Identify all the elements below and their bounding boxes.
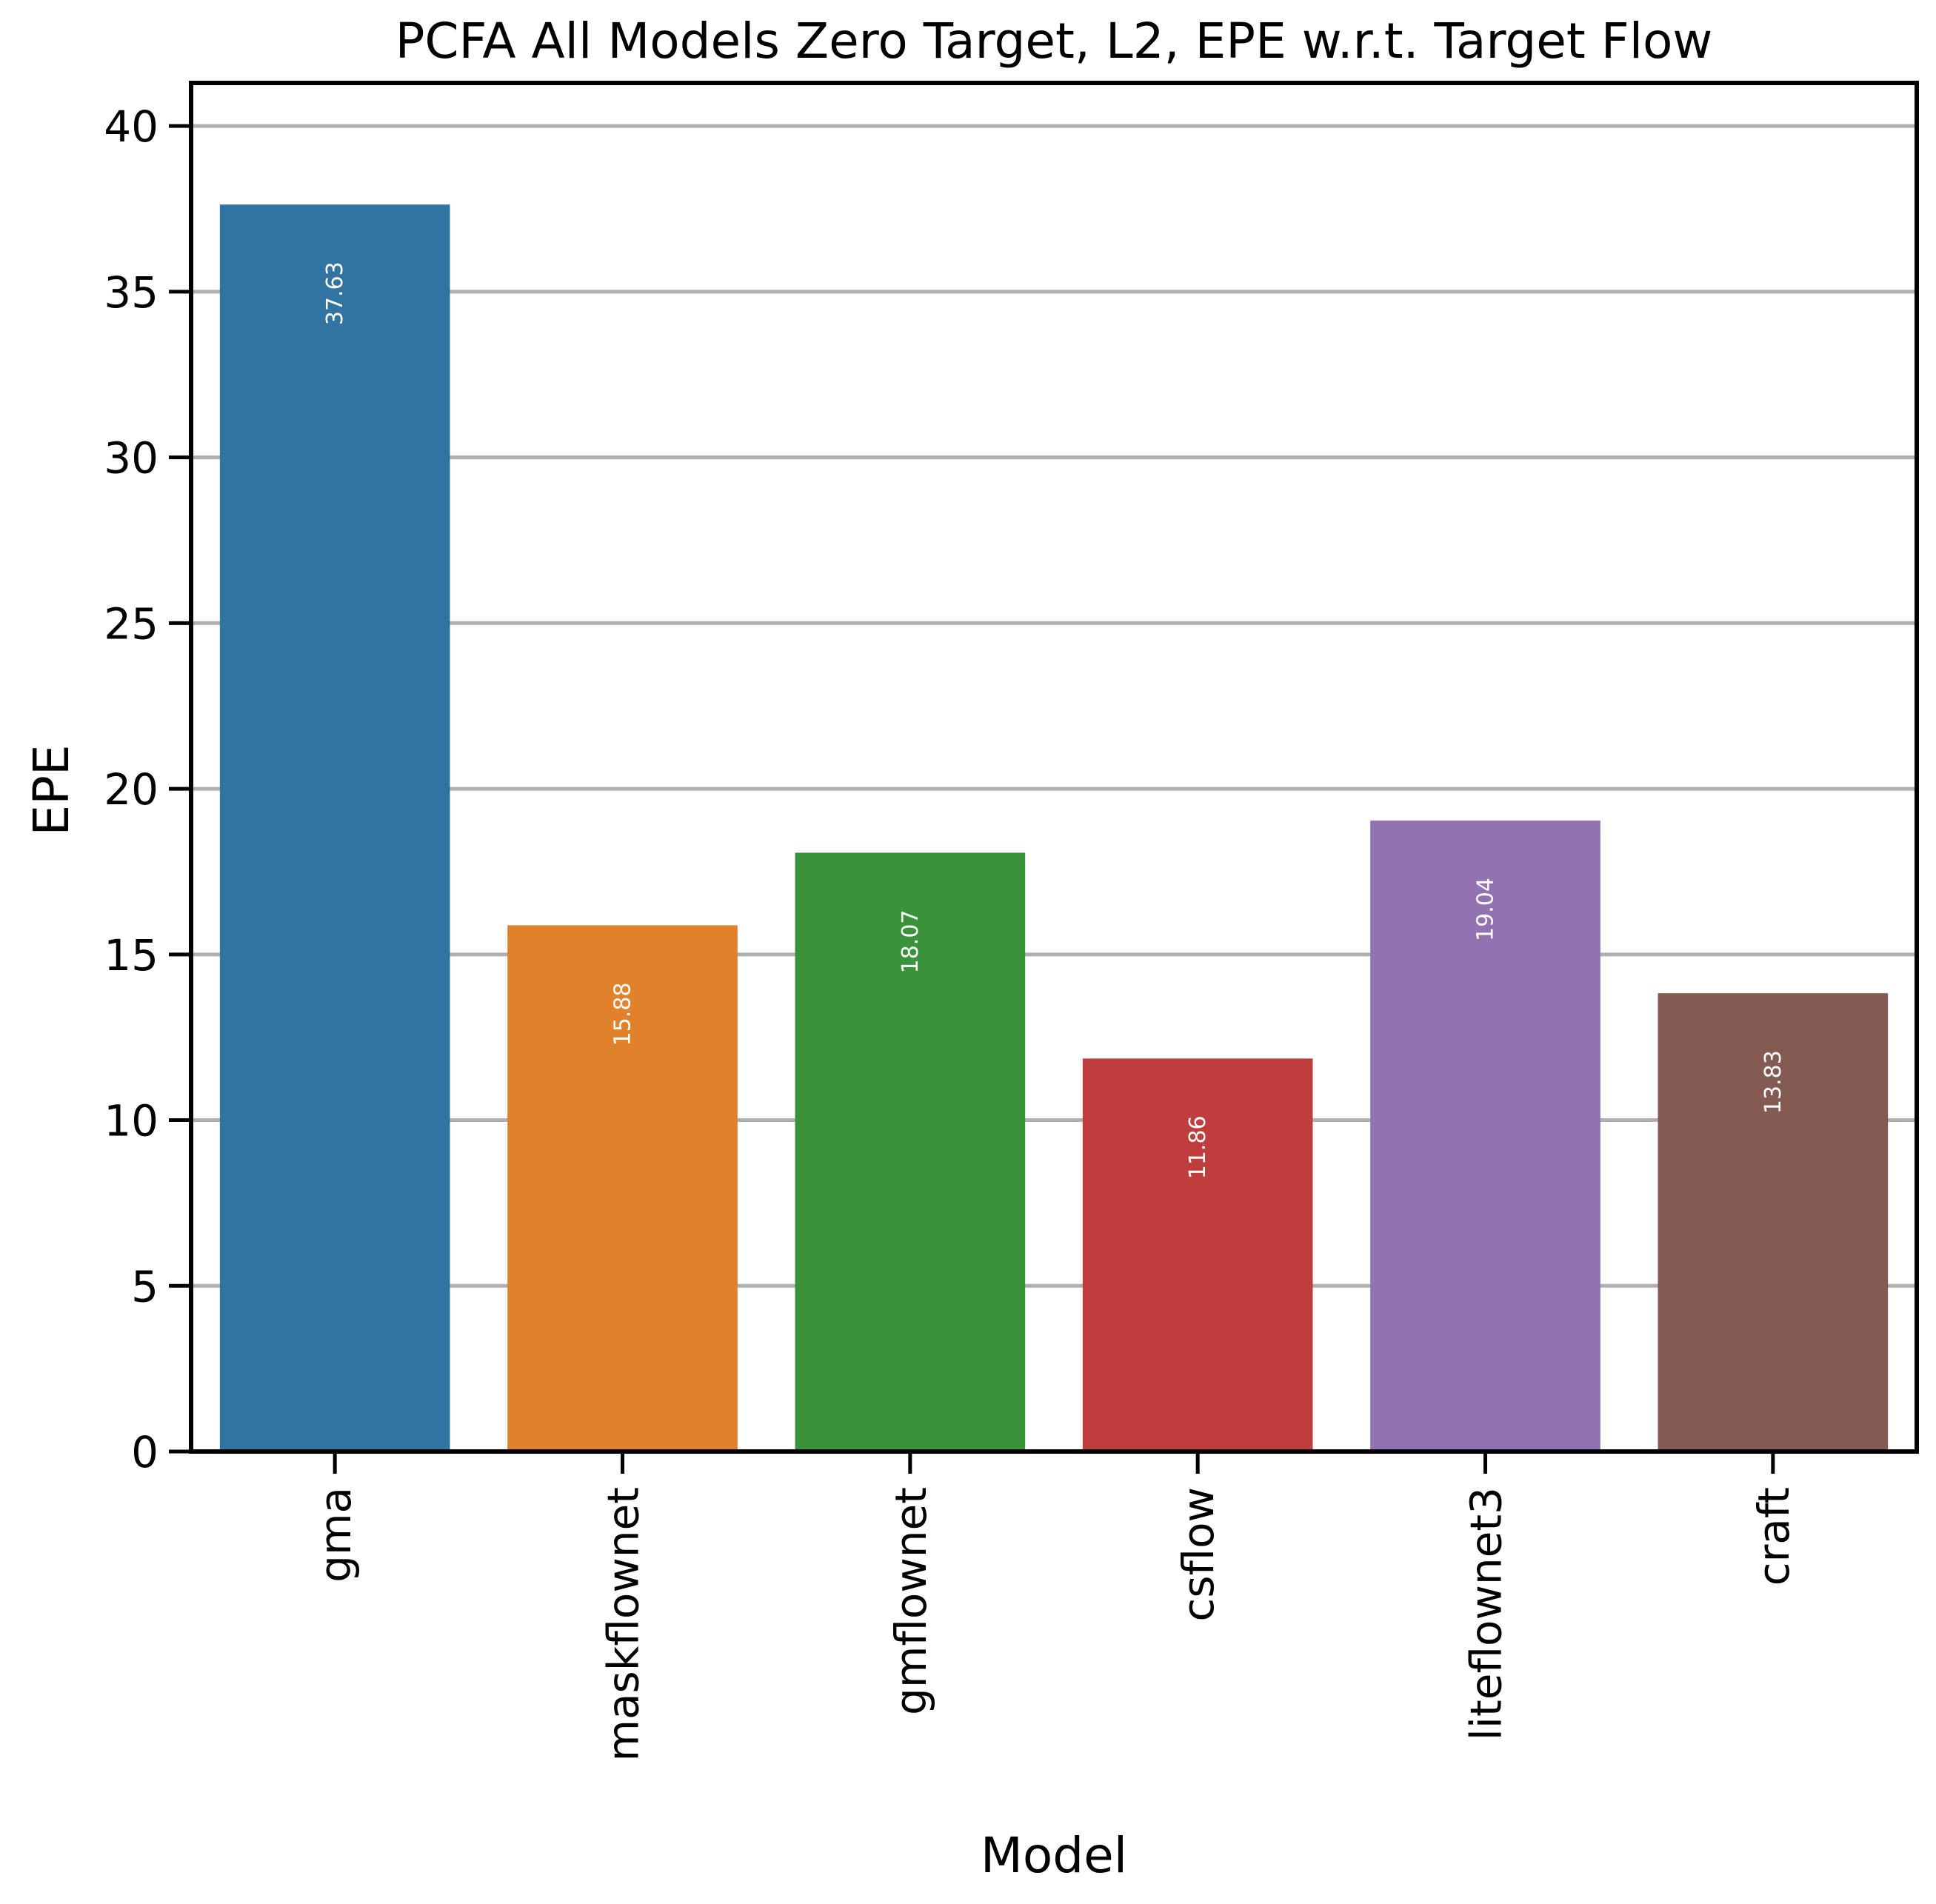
bars: [219, 204, 1889, 1452]
bar-csflow: [1082, 1058, 1313, 1452]
x-tick-label-liteflownet3: liteflownet3: [1461, 1487, 1512, 1740]
y-tick-label-0: 0: [131, 1427, 158, 1477]
y-tick-label-35: 35: [104, 267, 158, 318]
bar-gmflownet: [795, 852, 1026, 1452]
y-tick-label-10: 10: [104, 1096, 158, 1146]
bar-value-label-liteflownet3: 19.04: [1473, 878, 1499, 941]
bar-value-labels: 37.63 15.88 18.07 11.86 19.04 13.83: [322, 261, 1786, 1179]
bar-craft: [1658, 993, 1889, 1452]
bar-value-label-maskflownet: 15.88: [610, 982, 636, 1046]
y-tick-label-15: 15: [104, 930, 158, 981]
gridlines: [191, 124, 1917, 1288]
x-tick-label-maskflownet: maskflownet: [598, 1487, 649, 1762]
bar-value-label-csflow: 11.86: [1185, 1115, 1211, 1179]
bar-maskflownet: [507, 925, 738, 1452]
axes: 0 5 10 15 20 25 30 35 40 gma maskflownet gmflownet c…: [104, 81, 1919, 1762]
bar-value-label-craft: 13.83: [1760, 1050, 1786, 1114]
x-tick-label-craft: craft: [1749, 1487, 1799, 1586]
chart-title: PCFA All Models Zero Target, L2, EPE w.r…: [395, 13, 1713, 70]
y-axis-label: EPE: [23, 744, 80, 835]
y-tick-label-30: 30: [104, 433, 158, 484]
bar-liteflownet3: [1370, 821, 1600, 1452]
y-tick-label-5: 5: [131, 1261, 158, 1312]
x-axis-label: Model: [981, 1827, 1127, 1884]
bar-value-label-gmflownet: 18.07: [898, 909, 924, 973]
x-tick-label-gmflownet: gmflownet: [886, 1487, 936, 1715]
bar-value-label-gma: 37.63: [322, 261, 348, 325]
y-tick-label-40: 40: [104, 101, 158, 152]
x-tick-label-gma: gma: [310, 1487, 361, 1583]
bar-gma: [219, 204, 450, 1452]
x-tick-label-csflow: csflow: [1173, 1487, 1224, 1622]
y-tick-label-25: 25: [104, 598, 158, 649]
y-tick-label-20: 20: [104, 764, 158, 815]
plot-frame: [189, 81, 1919, 1454]
